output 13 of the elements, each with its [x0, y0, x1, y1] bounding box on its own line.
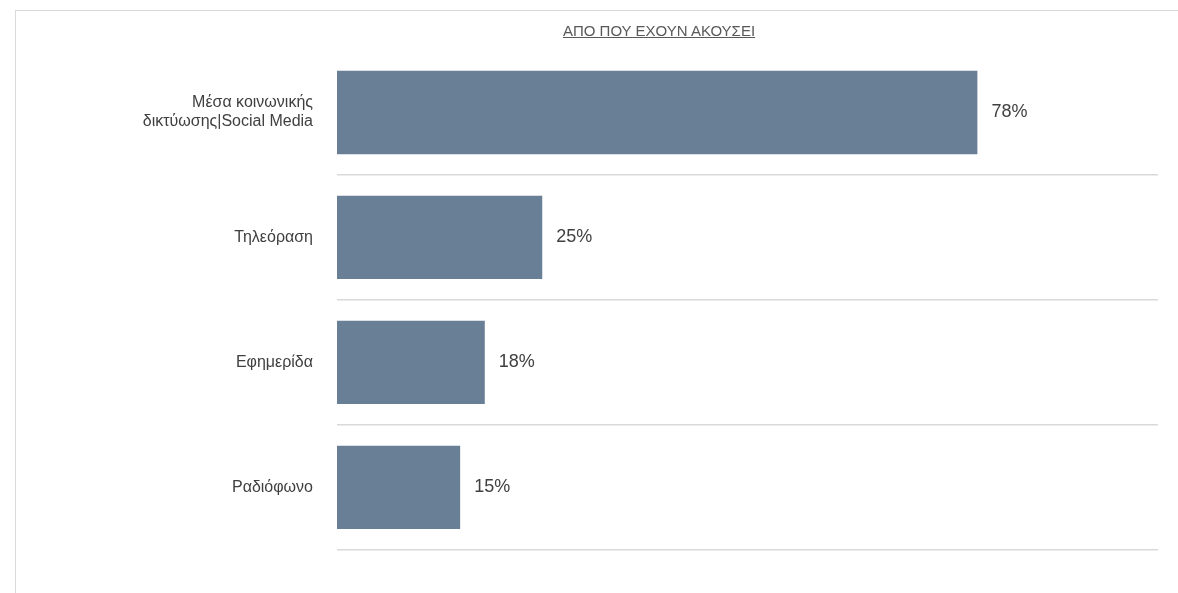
data-label: 15%	[474, 476, 511, 497]
data-label: 25%	[556, 226, 593, 247]
y-tick-label: Εφημερίδα	[235, 352, 313, 370]
y-tick-label: Ραδιόφωνο	[231, 477, 314, 495]
data-label: 78%	[991, 101, 1028, 122]
chart-title: ΑΠΟ ΠΟΥ ΕΧΟΥΝ ΑΚΟΥΣΕΙ	[562, 22, 756, 39]
y-tick-label: Μέσα κοινωνικής δικτύωσης|Social Media	[142, 93, 314, 130]
bar	[337, 445, 461, 529]
bar	[337, 70, 978, 155]
y-tick-label: Τηλεόραση	[234, 227, 313, 245]
bar	[337, 195, 543, 280]
bar	[337, 320, 485, 405]
data-label: 18%	[498, 351, 535, 372]
